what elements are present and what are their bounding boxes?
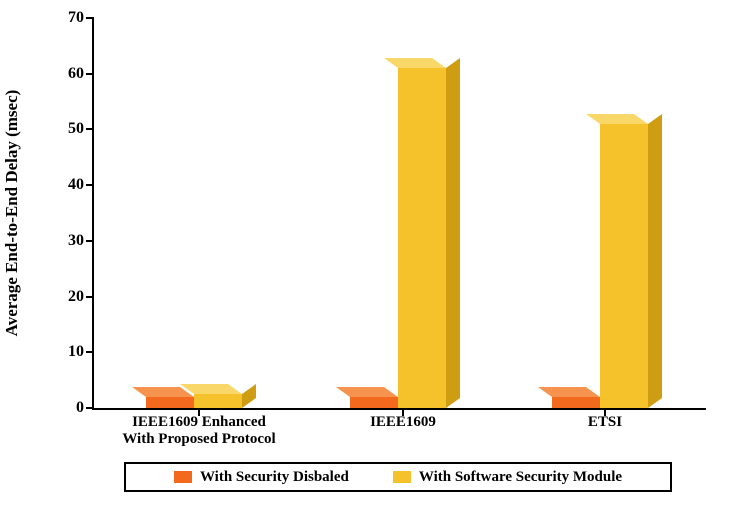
legend-swatch-0 <box>174 471 192 483</box>
delay-chart: Average End-to-End Delay (msec) 0 10 20 30 4… <box>0 0 740 512</box>
y-tick-label: 30 <box>68 232 84 250</box>
legend-label-1: With Software Security Module <box>419 469 622 486</box>
legend: With Security Disbaled With Software Sec… <box>124 462 672 492</box>
legend-item-1: With Software Security Module <box>393 469 622 486</box>
y-tick-label: 70 <box>68 9 84 27</box>
x-tick-label-1: IEEE1609 <box>370 414 436 431</box>
legend-item-0: With Security Disbaled <box>174 469 349 486</box>
bar-g0-s1 <box>194 384 256 408</box>
y-tick-label: 60 <box>68 65 84 83</box>
legend-swatch-1 <box>393 471 411 483</box>
bar-g1-s1 <box>398 58 460 408</box>
y-tick-label: 50 <box>68 120 84 138</box>
x-tick-label-2: ETSI <box>588 414 622 431</box>
legend-label-0: With Security Disbaled <box>200 469 349 486</box>
y-tick-label: 10 <box>68 343 84 361</box>
y-axis-title: Average End-to-End Delay (msec) <box>2 90 22 337</box>
y-tick-label: 0 <box>76 399 84 417</box>
y-tick-label: 40 <box>68 176 84 194</box>
plot-area <box>92 18 706 410</box>
y-tick-label: 20 <box>68 288 84 306</box>
x-tick-label-0: IEEE1609 Enhanced With Proposed Protocol <box>122 414 275 448</box>
bar-g2-s1 <box>600 114 662 408</box>
